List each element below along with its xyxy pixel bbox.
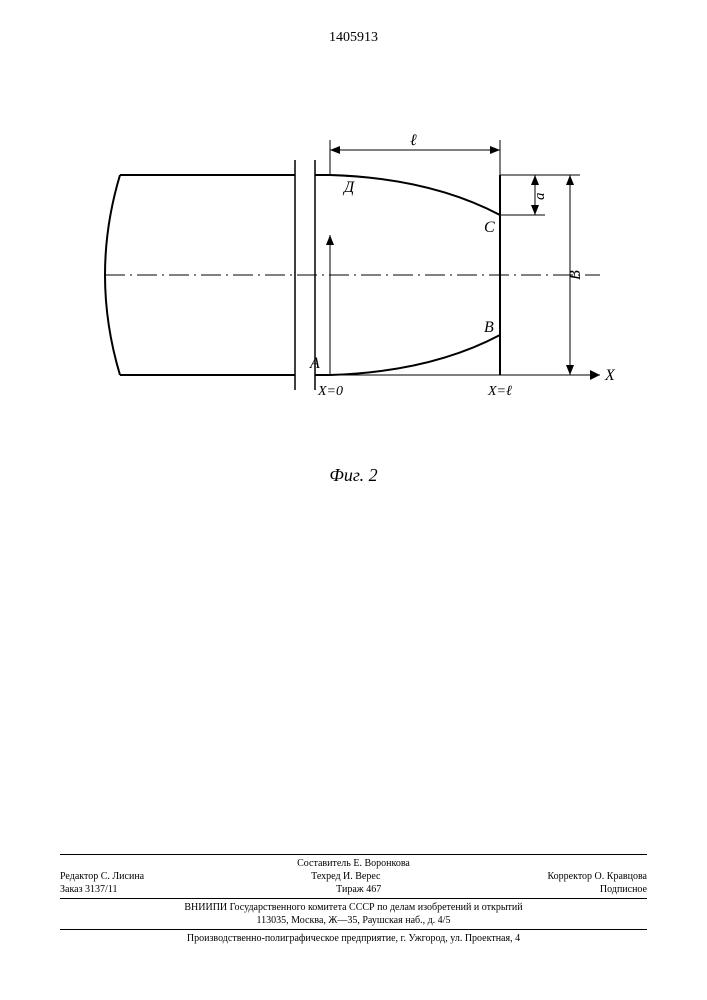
footer: Составитель Е. Воронкова Редактор С. Лис… xyxy=(60,852,647,945)
label-A: А xyxy=(309,355,320,372)
label-C: С xyxy=(484,219,495,236)
x-axis-arrow xyxy=(590,370,600,380)
dim-B-arrow-top xyxy=(566,175,574,185)
label-l-dim: ℓ xyxy=(410,132,417,149)
dim-l-arrow-right xyxy=(490,146,500,154)
label-a-dim: a xyxy=(532,193,548,201)
footer-tirazh: Тираж 467 xyxy=(336,883,381,896)
label-B-dim: В xyxy=(567,270,584,280)
footer-subscription: Подписное xyxy=(600,883,647,896)
figure-svg: Д С В А X=0 X=ℓ X ℓ a В xyxy=(100,120,620,460)
dim-a-arrow-top xyxy=(531,175,539,185)
footer-org1: ВНИИПИ Государственного комитета СССР по… xyxy=(60,901,647,914)
page-number: 1405913 xyxy=(0,30,707,46)
bottom-curve-AB xyxy=(330,335,500,375)
dim-l-arrow-left xyxy=(330,146,340,154)
label-x-axis: X xyxy=(604,367,616,384)
label-xl: X=ℓ xyxy=(487,384,512,399)
figure-2: Д С В А X=0 X=ℓ X ℓ a В xyxy=(100,120,620,460)
dim-B-arrow-bot xyxy=(566,365,574,375)
footer-print: Производственно-полиграфическое предприя… xyxy=(60,932,647,945)
label-x0: X=0 xyxy=(317,384,343,399)
dim-a-arrow-bot xyxy=(531,205,539,215)
footer-compiler: Составитель Е. Воронкова xyxy=(60,857,647,870)
x0-arrow xyxy=(326,235,334,245)
footer-editor: Редактор С. Лисина xyxy=(60,870,144,883)
top-curve-DC xyxy=(330,175,500,215)
footer-order: Заказ 3137/11 xyxy=(60,883,117,896)
footer-corrector: Корректор О. Кравцова xyxy=(547,870,647,883)
label-B-point: В xyxy=(484,319,494,336)
figure-caption: Фиг. 2 xyxy=(0,465,707,486)
label-D: Д xyxy=(342,179,355,196)
footer-tech-editor: Техред И. Верес xyxy=(311,870,380,883)
footer-org2: 113035, Москва, Ж—35, Раушская наб., д. … xyxy=(60,914,647,927)
